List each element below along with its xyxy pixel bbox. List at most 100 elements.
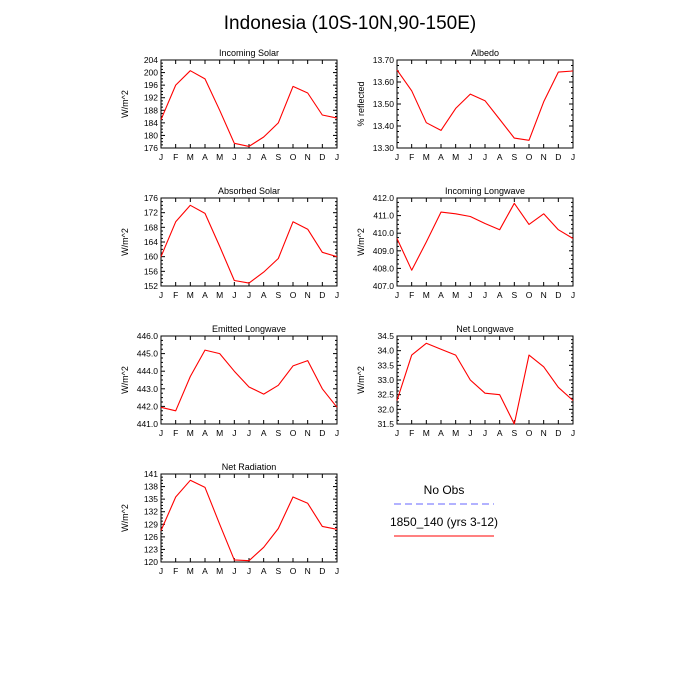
x-tick-label: A (202, 428, 208, 438)
y-tick-label: 129 (144, 519, 158, 529)
x-tick-label: J (232, 290, 236, 300)
panel-absorbed-solar: Absorbed Solar W/m^2 152 156 160 164 168 172 176… (120, 186, 339, 300)
x-tick-label: J (159, 566, 163, 576)
x-tick-label: A (261, 290, 267, 300)
x-tick-label: A (261, 566, 267, 576)
x-tick-label: J (571, 152, 575, 162)
x-tick-label: J (468, 152, 472, 162)
x-tick-label: M (423, 428, 430, 438)
y-tick-label: 176 (144, 143, 158, 153)
panel-title: Absorbed Solar (218, 186, 280, 196)
x-tick-label: D (555, 152, 561, 162)
x-tick-label: F (409, 428, 414, 438)
x-tick-label: J (395, 290, 399, 300)
figure-title: Indonesia (10S-10N,90-150E) (224, 13, 476, 34)
x-tick-label: A (438, 152, 444, 162)
x-tick-label: D (319, 152, 325, 162)
x-tick-label: J (335, 428, 339, 438)
chart-panels: Incoming Solar W/m^2 176 180 184 188 192 196 200… (120, 48, 575, 576)
y-tick-label: 34.5 (377, 331, 394, 341)
y-tick-label: 172 (144, 208, 158, 218)
y-tick-label: 443.0 (137, 384, 159, 394)
y-tick-label: 444.0 (137, 366, 159, 376)
x-tick-label: J (468, 428, 472, 438)
x-tick-label: J (159, 428, 163, 438)
x-tick-label: A (202, 290, 208, 300)
panel-net-radiation: Net Radiation W/m^2 120 123 126 129 132 135 138 1… (120, 462, 339, 576)
x-tick-label: O (526, 428, 533, 438)
x-tick-label: N (305, 290, 311, 300)
x-tick-label: J (335, 152, 339, 162)
y-tick-label: 168 (144, 222, 158, 232)
y-tick-label: 446.0 (137, 331, 159, 341)
x-tick-label: J (571, 290, 575, 300)
plot-frame (396, 197, 574, 287)
x-tick-label: J (395, 152, 399, 162)
x-tick-label: S (511, 428, 517, 438)
x-tick-label: S (275, 566, 281, 576)
series-line-absorbed-solar (160, 204, 338, 284)
y-tick-label: 160 (144, 252, 158, 262)
y-tick-label: 409.0 (373, 246, 395, 256)
x-tick-label: A (438, 428, 444, 438)
y-tick-label: 411.0 (373, 211, 394, 221)
y-axis-label: W/m^2 (356, 228, 366, 256)
y-axis-label: W/m^2 (120, 90, 130, 118)
x-tick-label: O (526, 290, 533, 300)
y-tick-label: 13.50 (373, 99, 395, 109)
x-tick-label: M (216, 428, 223, 438)
x-tick-label: N (541, 290, 547, 300)
x-tick-label: D (319, 428, 325, 438)
plot-frame (160, 473, 338, 563)
y-tick-label: 138 (144, 482, 158, 492)
y-tick-label: 442.0 (137, 401, 159, 411)
x-tick-label: M (216, 152, 223, 162)
x-tick-label: A (497, 290, 503, 300)
panel-albedo: Albedo % reflected 13.30 13.40 13.50 13.60 13.… (356, 48, 575, 162)
y-tick-label: 141 (144, 469, 158, 479)
x-tick-label: A (202, 152, 208, 162)
y-tick-label: 188 (144, 105, 158, 115)
panel-emitted-longwave: Emitted Longwave W/m^2 441.0 442.0 443.0 444.… (120, 324, 339, 438)
x-tick-label: F (409, 152, 414, 162)
y-tick-label: 204 (144, 55, 158, 65)
y-tick-label: 445.0 (137, 349, 159, 359)
series-line-incoming-longwave (396, 202, 574, 271)
x-tick-label: O (526, 152, 533, 162)
x-tick-label: M (216, 290, 223, 300)
x-tick-label: A (261, 428, 267, 438)
y-tick-label: 164 (144, 237, 158, 247)
y-tick-label: 412.0 (373, 193, 395, 203)
panel-title: Net Longwave (456, 324, 514, 334)
x-tick-label: S (275, 152, 281, 162)
x-tick-label: N (541, 428, 547, 438)
x-tick-label: D (319, 290, 325, 300)
y-tick-label: 176 (144, 193, 158, 203)
y-tick-label: 196 (144, 80, 158, 90)
x-tick-label: J (232, 428, 236, 438)
x-tick-label: O (290, 290, 297, 300)
panel-net-longwave: Net Longwave W/m^2 31.5 32.0 32.5 33.0 33.5 34.… (356, 324, 575, 438)
x-tick-label: J (159, 152, 163, 162)
x-tick-label: M (452, 428, 459, 438)
y-tick-label: 180 (144, 130, 158, 140)
y-tick-label: 152 (144, 281, 158, 291)
x-tick-label: J (232, 566, 236, 576)
x-tick-label: J (232, 152, 236, 162)
y-tick-label: 441.0 (137, 419, 159, 429)
x-tick-label: N (305, 428, 311, 438)
x-tick-label: S (511, 290, 517, 300)
panel-incoming-longwave: Incoming Longwave W/m^2 407.0 408.0 409.0 410… (356, 186, 575, 300)
x-tick-label: J (483, 290, 487, 300)
y-tick-label: 410.0 (373, 228, 395, 238)
plot-frame (160, 335, 338, 425)
x-tick-label: J (571, 428, 575, 438)
x-tick-label: M (187, 566, 194, 576)
x-tick-label: F (173, 566, 178, 576)
x-tick-label: M (423, 290, 430, 300)
y-tick-label: 32.5 (377, 390, 394, 400)
x-tick-label: J (335, 566, 339, 576)
x-tick-label: N (541, 152, 547, 162)
y-tick-label: 123 (144, 544, 158, 554)
x-tick-label: A (202, 566, 208, 576)
